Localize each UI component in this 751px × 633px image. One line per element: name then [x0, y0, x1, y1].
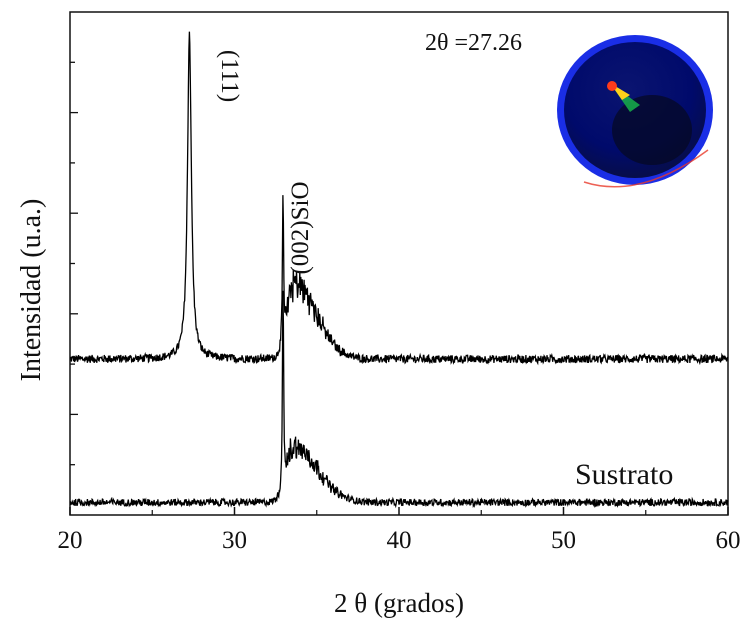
x-tick-label: 50 — [551, 527, 576, 554]
x-axis-ticks: 20 30 40 50 60 — [58, 507, 741, 554]
inset-angle-label: 2θ =27.26 — [425, 30, 522, 56]
series-line-substrate — [69, 290, 729, 509]
series-line-sample — [69, 31, 729, 366]
peak-label-111: (111) — [216, 50, 243, 102]
x-tick-label: 60 — [716, 527, 741, 554]
x-tick-label: 20 — [58, 527, 83, 554]
y-axis-ticks — [70, 61, 78, 466]
x-tick-label: 30 — [222, 527, 247, 554]
x-tick-label: 40 — [387, 527, 412, 554]
pole-figure-inset — [557, 35, 713, 188]
y-axis-title: Intensidad (u.a.) — [16, 199, 47, 382]
x-axis-title: 2 θ (grados) — [334, 588, 464, 618]
substrate-label: Sustrato — [575, 458, 673, 491]
peak-label-002-sio: (002)SiO — [287, 181, 314, 274]
